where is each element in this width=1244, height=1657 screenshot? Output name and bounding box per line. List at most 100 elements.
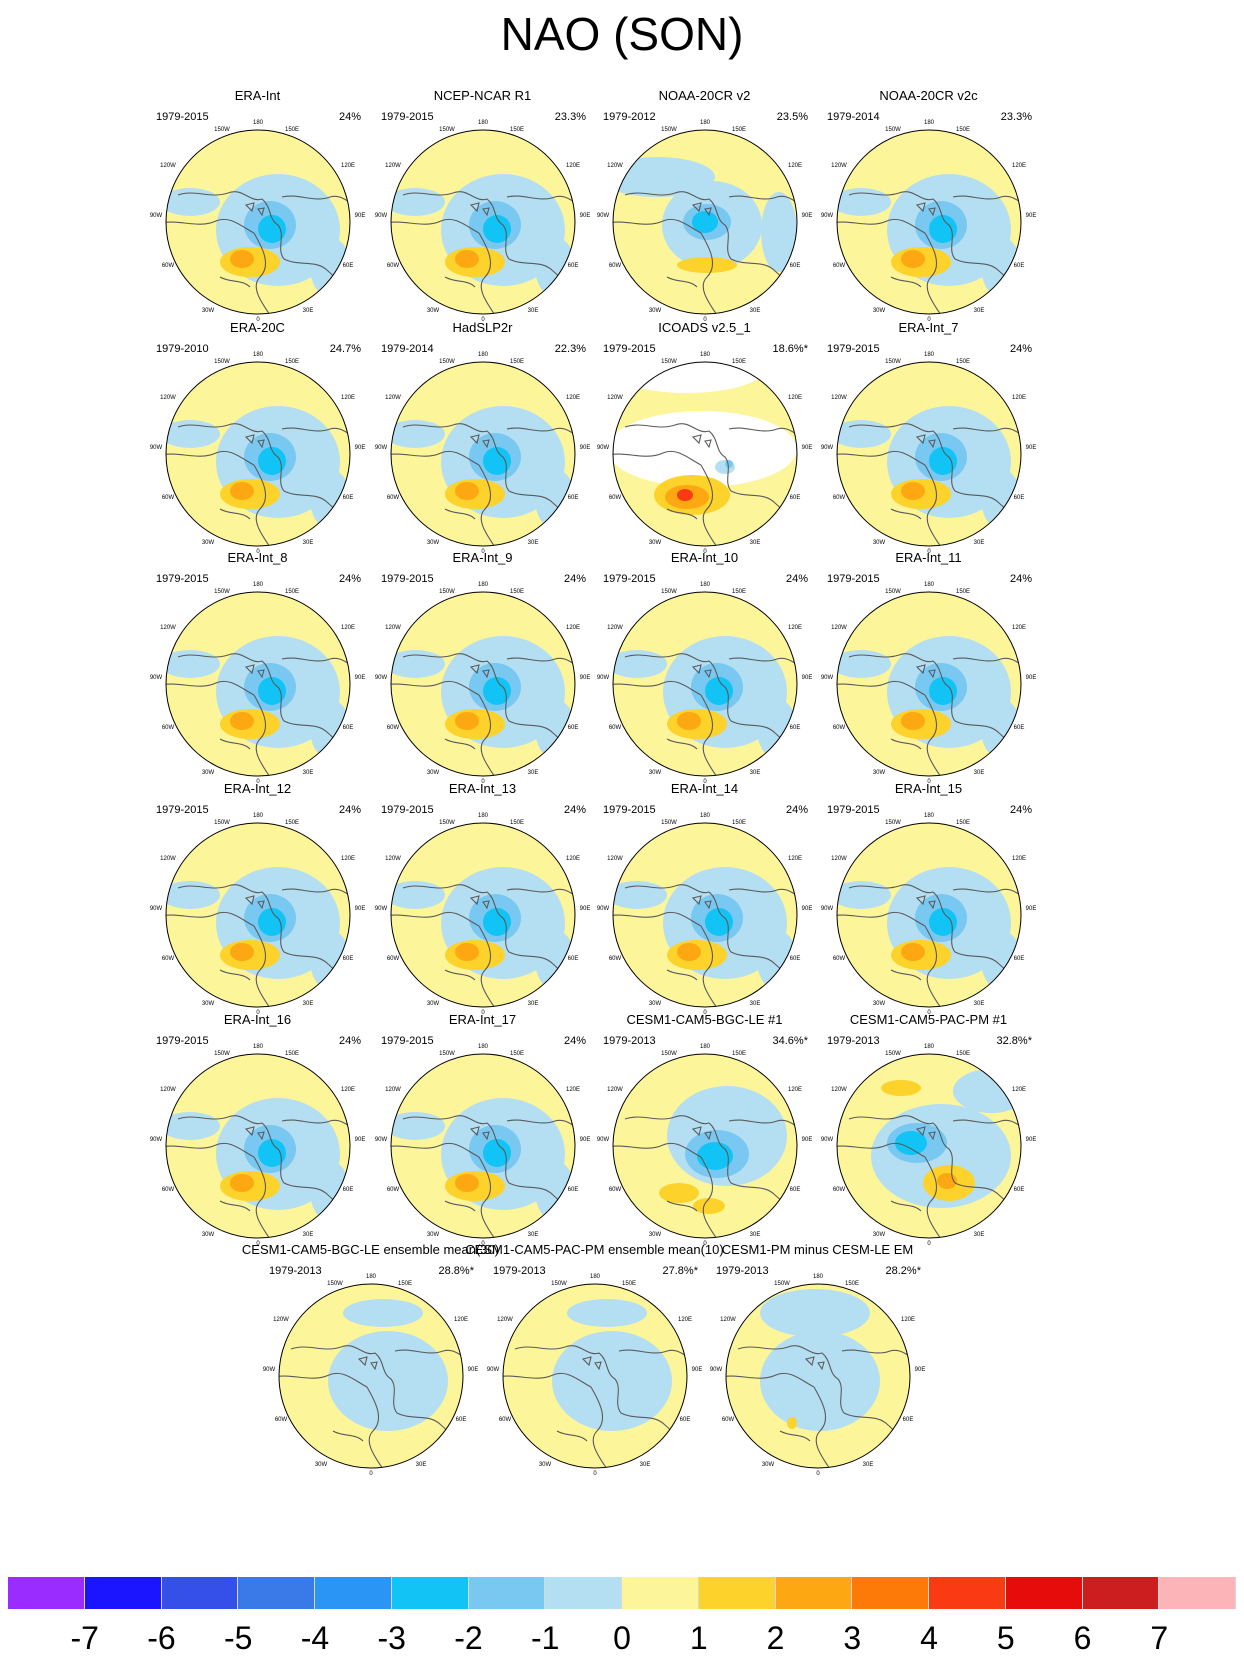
panel-title: NOAA-20CR v2c <box>879 88 978 103</box>
longitude-label: 90W <box>375 213 388 219</box>
coastline <box>219 969 251 981</box>
longitude-label: 60E <box>1014 263 1025 269</box>
contour-region <box>483 447 511 475</box>
polar-map: 180 150W 150E 120W 120E 90W 90E 60W 60E 30W 30E 0 <box>375 1044 591 1247</box>
contour-region <box>677 489 693 501</box>
longitude-label: 120W <box>385 1087 401 1093</box>
longitude-label: 180 <box>700 582 711 588</box>
map-panel: ERA-Int_12 1979-2015 24% 180 150W 150E 120W 120… <box>150 782 365 1017</box>
longitude-label: 30E <box>750 770 761 776</box>
longitude-label: 120E <box>1012 1087 1026 1093</box>
longitude-label: 90W <box>150 1137 163 1143</box>
coastline <box>219 508 251 520</box>
longitude-label: 0 <box>481 317 485 323</box>
coastline <box>618 1349 687 1360</box>
longitude-label: 120W <box>831 625 847 631</box>
longitude-label: 90E <box>580 1137 591 1143</box>
colorbar-swatch <box>622 1577 699 1609</box>
colorbar-swatch <box>391 1577 469 1609</box>
coastline <box>728 1119 797 1130</box>
longitude-label: 120E <box>788 1087 802 1093</box>
contour-region <box>677 257 737 273</box>
map-border <box>612 129 798 315</box>
panel-title: ERA-Int_10 <box>670 550 739 565</box>
contour-region <box>837 650 891 678</box>
longitude-label: 60W <box>162 263 175 269</box>
longitude-label: 60E <box>1014 725 1025 731</box>
coastline <box>394 1349 463 1360</box>
longitude-label: 30W <box>427 540 440 546</box>
longitude-label: 0 <box>816 1471 820 1477</box>
coastline <box>848 884 956 953</box>
panel-variance-pct: 22.3% <box>554 343 586 355</box>
longitude-label: 120E <box>901 1317 915 1323</box>
longitude-label: 150W <box>774 1281 790 1287</box>
panel-period: 1979-2015 <box>603 573 656 585</box>
longitude-label: 90W <box>150 906 163 912</box>
longitude-label: 60E <box>568 1187 579 1193</box>
longitude-label: 60E <box>790 956 801 962</box>
longitude-label: 90W <box>597 1137 610 1143</box>
longitude-label: 30E <box>528 770 539 776</box>
panel-variance-pct: 24% <box>338 111 361 123</box>
longitude-label: 120W <box>831 395 847 401</box>
contour-region <box>837 420 891 448</box>
map-panel: ERA-Int_14 1979-2015 24% 180 150W 150E 120W 120… <box>597 782 812 1017</box>
longitude-label: 60E <box>343 956 354 962</box>
panel-title: ERA-Int_17 <box>448 1012 517 1027</box>
contour-region <box>881 1080 921 1096</box>
map-border <box>390 129 576 315</box>
map-panel: ERA-Int_9 1979-2015 24% 180 150W 150E 120W 120E… <box>375 551 590 786</box>
coastline <box>177 423 285 492</box>
contour-region <box>693 1198 725 1214</box>
panel-title: CESM1-CAM5-PAC-PM #1 <box>849 1012 1008 1027</box>
contour-region <box>901 250 925 268</box>
longitude-label: 120E <box>1012 625 1026 631</box>
panel-period: 1979-2013 <box>827 1035 880 1047</box>
longitude-label: 30E <box>303 770 314 776</box>
contour-region <box>901 712 925 730</box>
longitude-label: 0 <box>481 1241 485 1247</box>
colorbar-tick-label: 4 <box>920 1620 938 1656</box>
panel-title: ICOADS v2.5_1 <box>658 320 751 335</box>
longitude-label: 150W <box>885 820 901 826</box>
coastline <box>581 1356 602 1371</box>
panel-period: 1979-2015 <box>603 343 656 355</box>
longitude-label: 180 <box>700 120 711 126</box>
longitude-label: 150E <box>285 359 299 365</box>
panel-title: CESM1-CAM5-BGC-LE ensemble mean(30) <box>241 1242 500 1257</box>
longitude-label: 150W <box>885 589 901 595</box>
longitude-label: 120E <box>1012 395 1026 401</box>
coastline <box>444 508 476 520</box>
longitude-label: 60W <box>833 725 846 731</box>
longitude-label: 30E <box>303 540 314 546</box>
panel-variance-pct: 28.2%* <box>885 1265 921 1277</box>
longitude-label: 30E <box>303 1001 314 1007</box>
longitude-label: 60E <box>343 263 354 269</box>
longitude-label: 120W <box>385 395 401 401</box>
longitude-label: 150E <box>956 1051 970 1057</box>
contour-region <box>929 215 957 243</box>
contour-region <box>391 1112 445 1140</box>
longitude-label: 120E <box>566 395 580 401</box>
polar-map: 180 150W 150E 120W 120E 90W 90E 60W 60E 30W 30E 0 <box>597 813 812 1016</box>
longitude-label: 90W <box>150 445 163 451</box>
coastline <box>391 680 480 696</box>
contour-region <box>929 677 957 705</box>
contour-region <box>455 250 479 268</box>
longitude-label: 150E <box>732 1051 746 1057</box>
polar-map: 180 150W 150E 120W 120E 90W 90E 60W 60E 30W 30E 0 <box>821 1044 1036 1247</box>
longitude-label: 0 <box>256 549 260 555</box>
polar-map: 180 150W 150E 120W 120E 90W 90E 60W 60E 30W 30E 0 <box>150 120 365 323</box>
longitude-label: 120E <box>1012 163 1026 169</box>
longitude-label: 0 <box>927 317 931 323</box>
longitude-label: 180 <box>478 352 489 358</box>
longitude-label: 180 <box>700 352 711 358</box>
polar-map: 180 150W 150E 120W 120E 90W 90E 60W 60E 30W 30E 0 <box>375 352 590 555</box>
panel-title: ERA-Int_7 <box>898 320 959 335</box>
coastline <box>444 1200 476 1212</box>
longitude-label: 90W <box>597 213 610 219</box>
polar-map: 180 150W 150E 120W 120E 90W 90E 60W 60E 30W 30E 0 <box>597 352 812 555</box>
polar-map: 180 150W 150E 120W 120E 90W 90E 60W 60E 30W 30E 0 <box>487 1274 702 1477</box>
longitude-label: 120E <box>1012 856 1026 862</box>
